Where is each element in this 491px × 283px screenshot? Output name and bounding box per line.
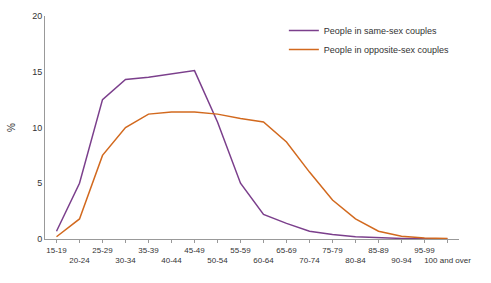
svg-text:85-89: 85-89 [368, 246, 389, 255]
svg-text:People in opposite-sex couples: People in opposite-sex couples [324, 45, 449, 55]
svg-text:15-19: 15-19 [46, 246, 67, 255]
svg-text:People in same-sex couples: People in same-sex couples [324, 26, 437, 36]
svg-text:35-39: 35-39 [138, 246, 159, 255]
svg-text:90-94: 90-94 [391, 256, 412, 265]
svg-text:0: 0 [37, 234, 42, 244]
svg-text:70-74: 70-74 [299, 256, 320, 265]
svg-text:20-24: 20-24 [69, 256, 90, 265]
svg-text:60-64: 60-64 [253, 256, 274, 265]
svg-text:5: 5 [37, 178, 42, 188]
svg-text:%: % [6, 123, 17, 132]
svg-text:55-59: 55-59 [230, 246, 251, 255]
svg-text:15: 15 [32, 67, 42, 77]
svg-text:40-44: 40-44 [161, 256, 182, 265]
svg-text:80-84: 80-84 [345, 256, 366, 265]
svg-text:20: 20 [32, 11, 42, 21]
svg-text:25-29: 25-29 [92, 246, 113, 255]
svg-text:65-69: 65-69 [276, 246, 297, 255]
svg-text:45-49: 45-49 [184, 246, 205, 255]
svg-text:75-79: 75-79 [322, 246, 343, 255]
svg-text:95-99: 95-99 [414, 246, 435, 255]
svg-text:10: 10 [32, 123, 42, 133]
svg-text:100 and over: 100 and over [424, 256, 471, 265]
svg-text:30-34: 30-34 [115, 256, 136, 265]
svg-text:50-54: 50-54 [207, 256, 228, 265]
